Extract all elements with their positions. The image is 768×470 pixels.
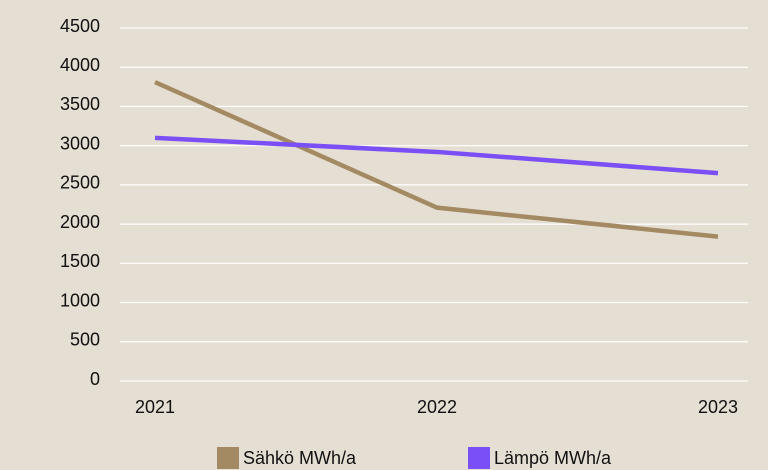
line-series bbox=[154, 80, 719, 239]
x-tick-label: 2022 bbox=[417, 397, 457, 417]
legend-label: Lämpö MWh/a bbox=[494, 448, 612, 468]
x-tick-label: 2023 bbox=[698, 397, 738, 417]
y-tick-label: 1000 bbox=[60, 290, 100, 310]
legend-swatch bbox=[468, 447, 490, 469]
x-tick-label: 2021 bbox=[135, 397, 175, 417]
legend-label: Sähkö MWh/a bbox=[243, 448, 357, 468]
y-tick-label: 3000 bbox=[60, 133, 100, 153]
y-tick-label: 1500 bbox=[60, 251, 100, 271]
y-tick-label: 2500 bbox=[60, 173, 100, 193]
y-tick-label: 0 bbox=[90, 369, 100, 389]
legend-swatch bbox=[217, 447, 239, 469]
y-tick-label: 3500 bbox=[60, 94, 100, 114]
line-series bbox=[154, 135, 719, 176]
y-tick-label: 4500 bbox=[60, 16, 100, 36]
y-tick-label: 2000 bbox=[60, 212, 100, 232]
y-tick-label: 4000 bbox=[60, 55, 100, 75]
y-tick-label: 500 bbox=[70, 330, 100, 350]
